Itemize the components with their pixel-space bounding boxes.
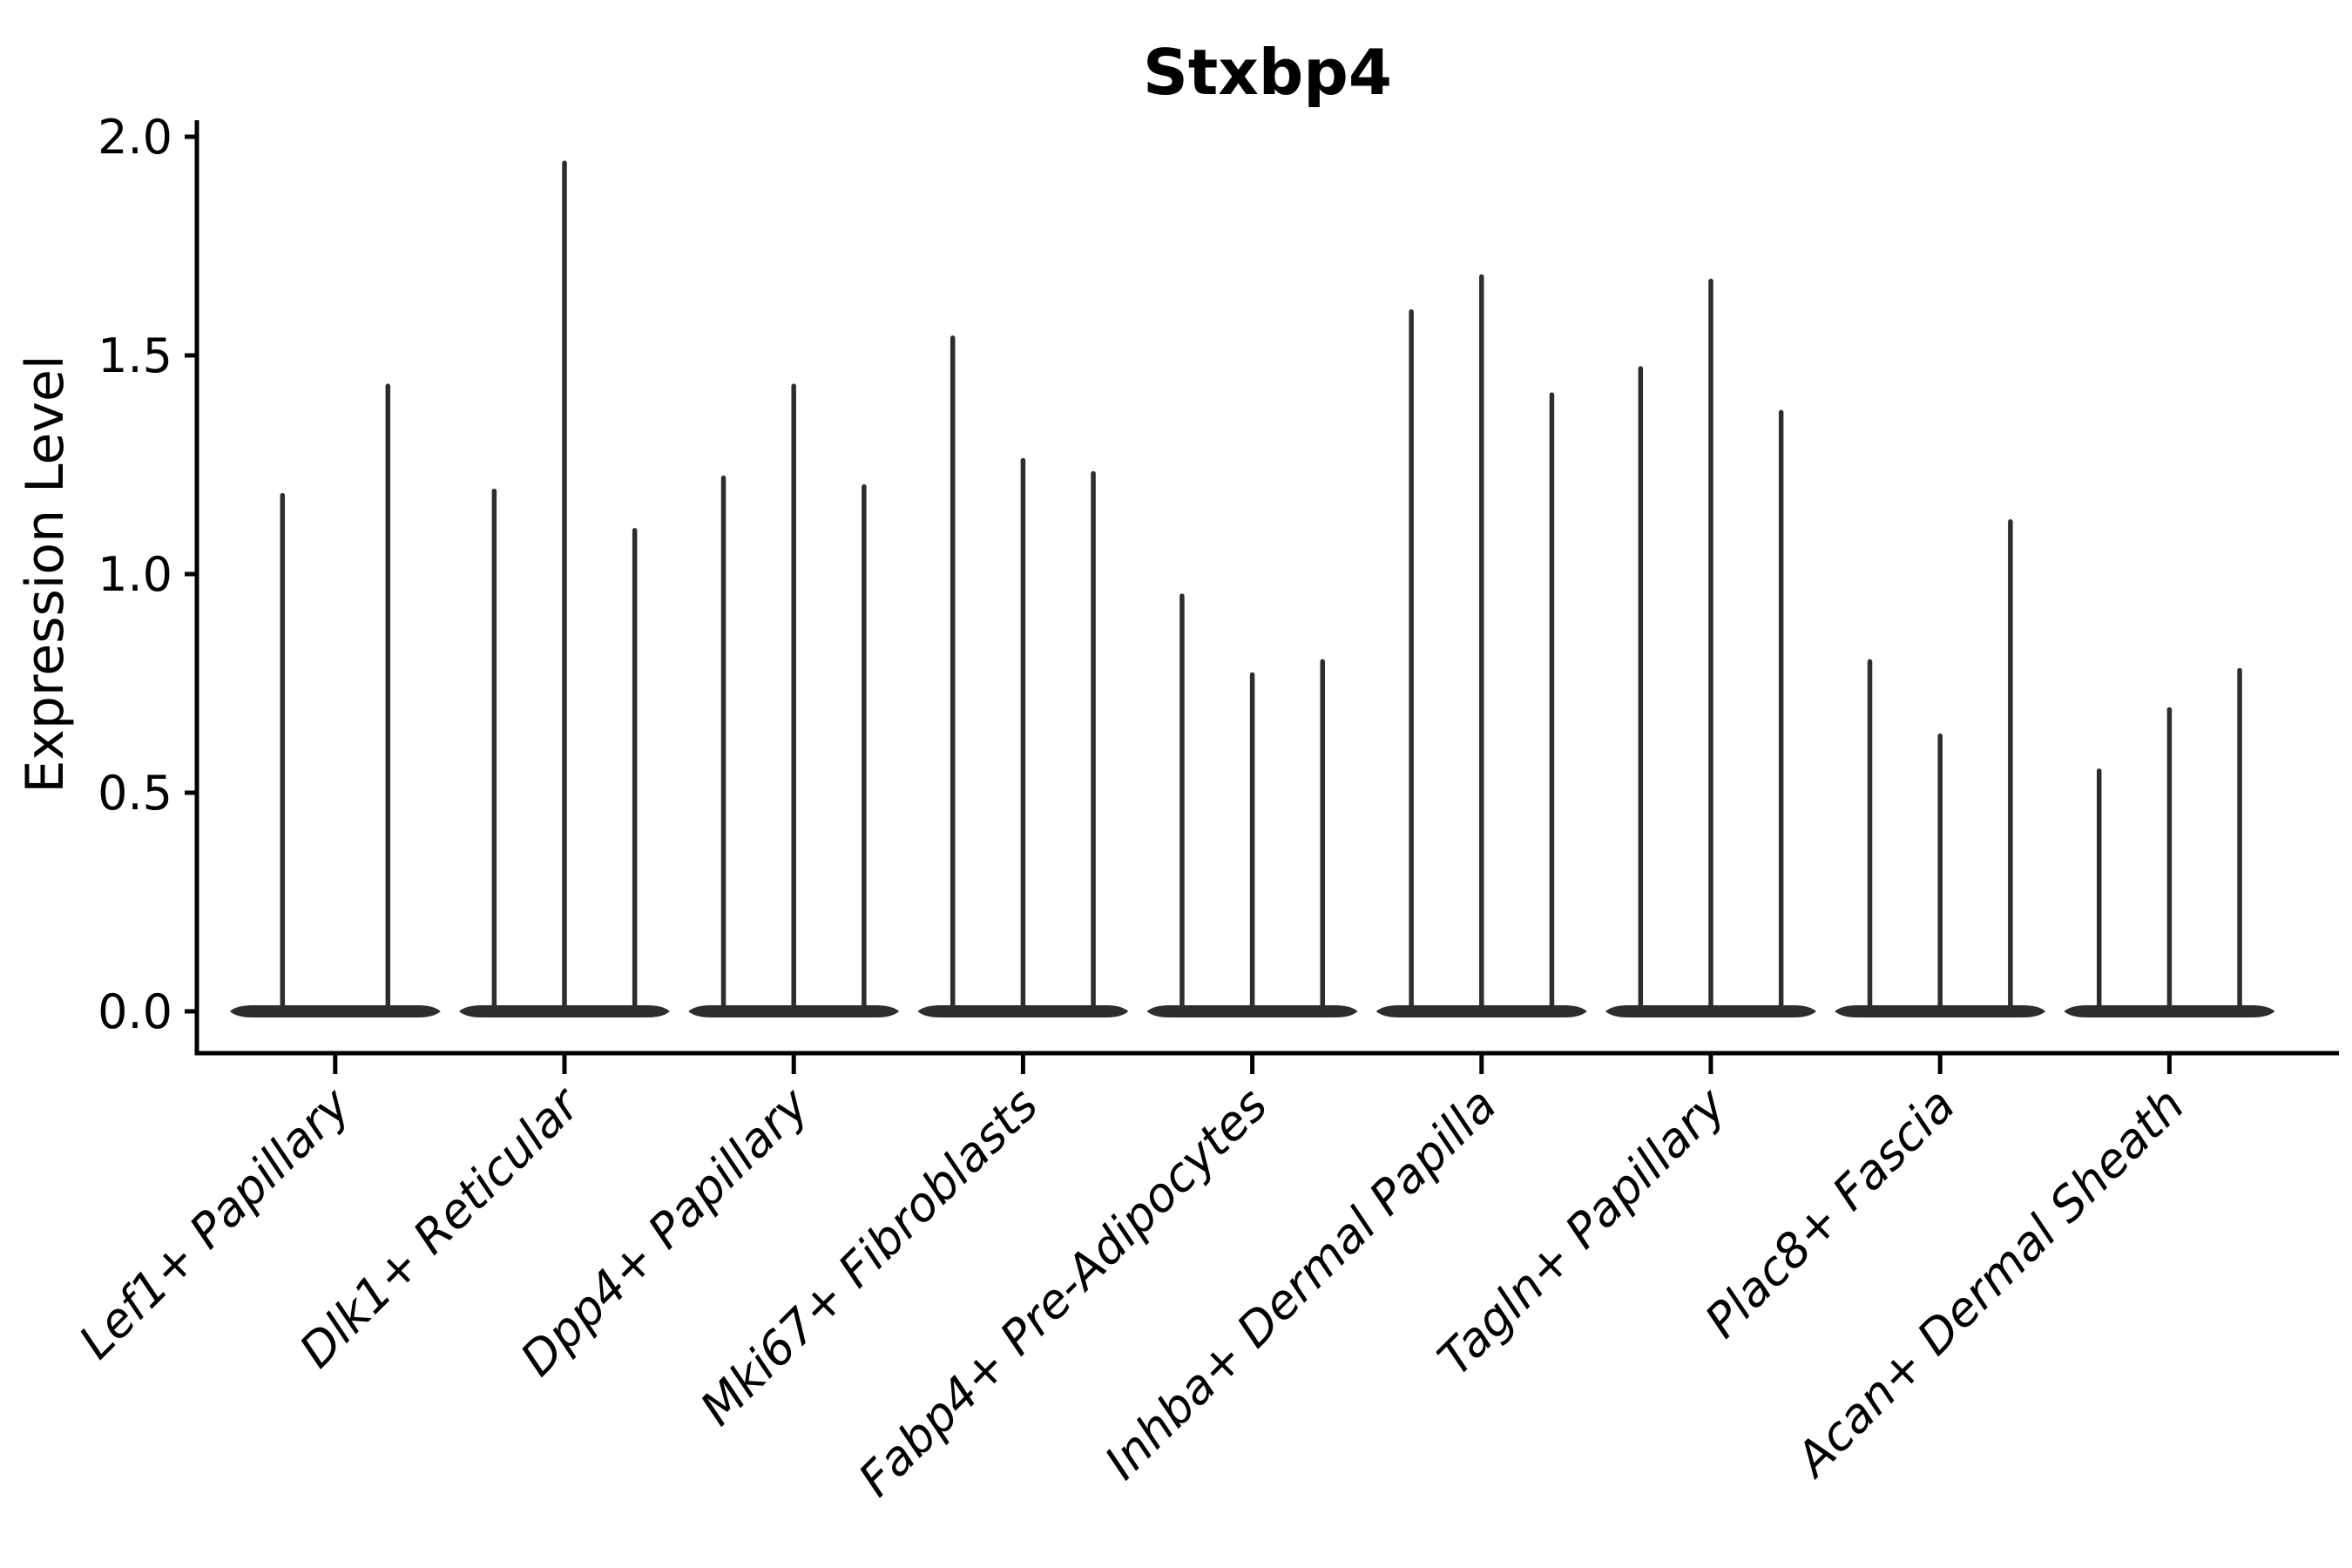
x-axis-ticks: [333, 1053, 2172, 1074]
violin-group: [1375, 274, 1587, 1017]
violin-group: [1146, 593, 1358, 1017]
violin-group: [229, 383, 441, 1017]
y-tick-label: 1.0: [98, 547, 172, 602]
violin-base: [229, 1005, 441, 1017]
x-tick-label: Acan+ Dermal Sheath: [1784, 1078, 2195, 1489]
violin-group: [2064, 667, 2275, 1017]
y-tick-label: 0.0: [98, 984, 172, 1039]
x-tick-label: Inhba+ Dermal Papilla: [1094, 1078, 1507, 1490]
violin-group: [917, 335, 1129, 1017]
violin-group: [459, 160, 670, 1017]
y-tick-label: 0.5: [98, 766, 172, 821]
violin-group: [688, 383, 900, 1017]
violin-group: [1605, 278, 1816, 1017]
y-axis-label: Expression Level: [15, 355, 76, 793]
violin-group: [1835, 519, 2046, 1017]
x-tick-label: Fabp4+ Pre-Adipocytes: [848, 1078, 1277, 1507]
y-axis-ticks: 0.0 0.5 1.0 1.5 2.0: [98, 110, 197, 1039]
violins: [229, 160, 2275, 1017]
y-tick-label: 1.5: [98, 328, 172, 383]
y-tick-label: 2.0: [98, 110, 172, 165]
chart-title: Stxbp4: [1143, 36, 1392, 109]
